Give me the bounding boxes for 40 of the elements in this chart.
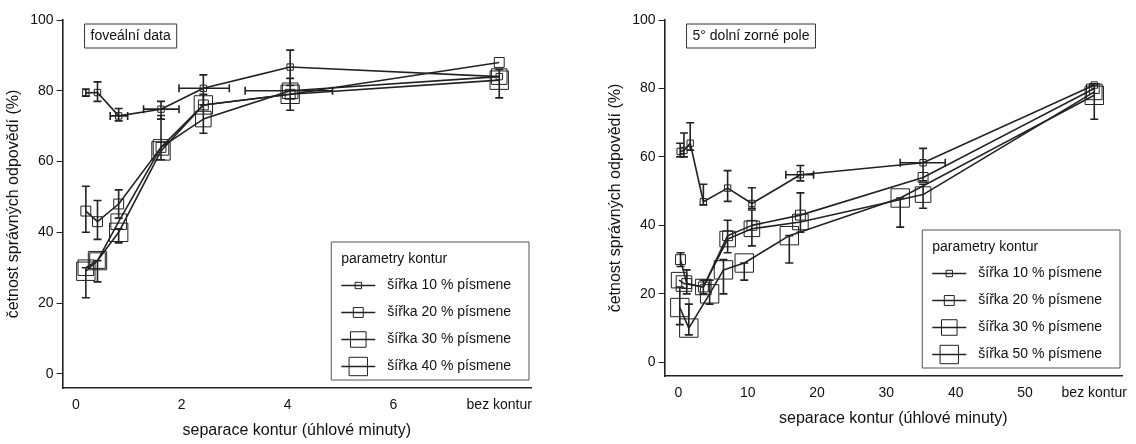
x-tick-label: 10 [739, 384, 756, 401]
x-tick-label: 40 [947, 384, 964, 401]
legend-label: šířka 40 % písmene [387, 357, 512, 374]
legend-label: šířka 10 % písmene [978, 264, 1103, 281]
y-axis-title: četnost správných odpovědí (%) [606, 83, 624, 313]
y-tick-label: 0 [647, 353, 656, 370]
legend-title: parametry kontur [341, 249, 448, 266]
x-tick-label: 30 [878, 384, 895, 401]
y-tick-label: 80 [37, 81, 54, 98]
legend-label: šířka 30 % písmene [387, 330, 512, 347]
x-axis-title: separace kontur (úhlové minuty) [182, 420, 412, 438]
y-tick-label: 100 [632, 10, 656, 27]
x-tick-label: 20 [809, 384, 826, 401]
y-tick-label: 0 [45, 364, 54, 381]
x-tick-label: bez kontur [1061, 384, 1128, 401]
x-tick-label: 6 [389, 396, 398, 413]
legend-title: parametry kontur [932, 237, 1039, 254]
y-tick-label: 60 [37, 152, 54, 169]
legend-label: šířka 20 % písmene [978, 291, 1103, 308]
legend-label: šířka 50 % písmene [978, 345, 1103, 362]
y-axis-title: četnost správných odpovědí (%) [4, 89, 22, 319]
x-tick-label: 4 [283, 396, 292, 413]
y-tick-label: 20 [37, 293, 54, 310]
annotation: 5° dolní zorné pole [692, 26, 810, 43]
y-tick-label: 100 [30, 10, 54, 27]
y-tick-label: 40 [37, 223, 54, 240]
y-tick-label: 20 [639, 284, 656, 301]
legend-label: šířka 30 % písmene [978, 318, 1103, 335]
legend-label: šířka 10 % písmene [387, 276, 512, 293]
x-axis-title: separace kontur (úhlové minuty) [779, 408, 1008, 426]
x-tick-label: 50 [1017, 384, 1033, 401]
x-tick-label: 0 [71, 396, 80, 413]
x-tick-label: 0 [674, 384, 683, 401]
y-tick-label: 40 [639, 216, 656, 233]
y-tick-label: 80 [639, 79, 656, 96]
y-tick-label: 60 [639, 147, 656, 164]
x-tick-label: bez kontur [466, 396, 533, 413]
x-tick-label: 2 [177, 396, 186, 413]
legend-label: šířka 20 % písmene [387, 303, 512, 320]
annotation: foveální data [90, 26, 171, 43]
